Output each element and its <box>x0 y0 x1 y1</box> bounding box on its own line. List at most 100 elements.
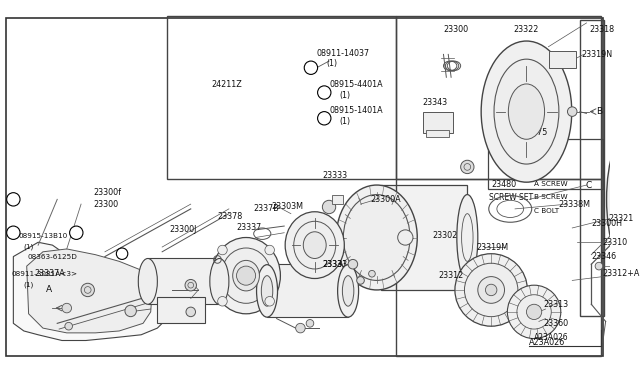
Circle shape <box>465 263 518 317</box>
Text: SCREW SET: SCREW SET <box>489 193 533 202</box>
Text: 23300: 23300 <box>444 25 468 34</box>
Text: 24211Z: 24211Z <box>212 80 243 89</box>
Ellipse shape <box>342 276 354 306</box>
Text: 23300: 23300 <box>93 200 118 209</box>
Circle shape <box>6 226 20 240</box>
Circle shape <box>306 320 314 327</box>
Ellipse shape <box>457 195 478 280</box>
Bar <box>396 16 601 179</box>
Circle shape <box>317 86 331 99</box>
Bar <box>381 185 467 290</box>
Text: 08915-13B10: 08915-13B10 <box>18 232 67 238</box>
Circle shape <box>265 296 275 306</box>
Ellipse shape <box>343 195 410 280</box>
Polygon shape <box>27 249 152 333</box>
Text: (1): (1) <box>24 244 34 250</box>
Ellipse shape <box>481 41 572 182</box>
Text: 23318: 23318 <box>589 25 614 34</box>
Circle shape <box>125 305 136 317</box>
Circle shape <box>317 112 331 125</box>
Text: 23346: 23346 <box>591 252 616 261</box>
Bar <box>580 20 604 316</box>
Text: 23378: 23378 <box>218 212 243 221</box>
Text: 08363-6125D: 08363-6125D <box>28 254 77 260</box>
Ellipse shape <box>294 221 336 269</box>
Circle shape <box>461 160 474 174</box>
Circle shape <box>186 307 195 317</box>
Text: 23300A: 23300A <box>370 195 401 204</box>
Circle shape <box>6 193 20 206</box>
Circle shape <box>218 296 227 306</box>
Circle shape <box>397 230 413 245</box>
Text: 23333: 23333 <box>323 171 348 180</box>
Circle shape <box>527 304 541 320</box>
Circle shape <box>455 254 527 326</box>
Text: 23312+A: 23312+A <box>603 269 640 278</box>
Polygon shape <box>13 242 170 340</box>
Ellipse shape <box>138 259 157 304</box>
Ellipse shape <box>221 248 271 303</box>
Circle shape <box>568 107 577 116</box>
Bar <box>332 195 343 204</box>
Text: 23475: 23475 <box>523 128 548 137</box>
Text: 23310: 23310 <box>603 238 628 247</box>
Ellipse shape <box>303 232 326 259</box>
Text: 23319N: 23319N <box>582 50 613 59</box>
Circle shape <box>70 226 83 240</box>
Text: W: W <box>321 116 327 121</box>
Text: B: B <box>596 107 602 116</box>
Ellipse shape <box>210 259 229 304</box>
Text: (1): (1) <box>340 117 351 126</box>
Text: (1): (1) <box>24 282 34 288</box>
Ellipse shape <box>614 147 640 252</box>
Text: S: S <box>120 251 124 256</box>
Text: A: A <box>46 285 52 295</box>
Circle shape <box>237 266 255 285</box>
Bar <box>167 16 396 179</box>
Text: 23319M: 23319M <box>477 243 509 251</box>
Ellipse shape <box>494 59 559 164</box>
Ellipse shape <box>607 128 640 271</box>
Bar <box>157 296 205 323</box>
Text: N: N <box>308 65 314 70</box>
Bar <box>426 130 449 137</box>
Circle shape <box>304 61 317 74</box>
Text: (1): (1) <box>326 60 337 68</box>
Bar <box>396 179 601 356</box>
Ellipse shape <box>338 265 358 317</box>
Bar <box>488 139 603 189</box>
Circle shape <box>517 295 551 329</box>
Circle shape <box>508 285 561 339</box>
Circle shape <box>65 323 72 330</box>
Ellipse shape <box>623 173 640 225</box>
Ellipse shape <box>212 237 280 314</box>
Circle shape <box>218 245 227 255</box>
Text: 08915-4401A: 08915-4401A <box>330 80 383 89</box>
Circle shape <box>478 277 504 303</box>
Ellipse shape <box>508 84 545 139</box>
Bar <box>549 51 576 68</box>
Text: 23321: 23321 <box>609 214 634 223</box>
Text: 23331: 23331 <box>323 260 348 269</box>
Text: B SCREW: B SCREW <box>534 195 568 201</box>
Text: 23300f: 23300f <box>93 188 122 197</box>
Text: 08915-1401A: 08915-1401A <box>330 106 383 115</box>
Circle shape <box>265 245 275 255</box>
Ellipse shape <box>336 185 417 290</box>
Circle shape <box>116 248 128 259</box>
Circle shape <box>369 270 375 277</box>
Text: 08911-3081A<3>: 08911-3081A<3> <box>12 271 77 277</box>
Circle shape <box>62 303 72 313</box>
Circle shape <box>81 283 95 296</box>
Text: A SCREW: A SCREW <box>534 181 568 187</box>
Circle shape <box>595 262 603 270</box>
Text: 23480: 23480 <box>491 180 516 189</box>
Text: C: C <box>586 180 592 190</box>
Bar <box>267 264 348 317</box>
Text: W: W <box>321 90 327 95</box>
Text: (1): (1) <box>340 91 351 100</box>
Text: N: N <box>11 230 16 235</box>
Text: 23303M: 23303M <box>272 202 304 211</box>
Bar <box>148 259 220 304</box>
Ellipse shape <box>285 212 344 279</box>
